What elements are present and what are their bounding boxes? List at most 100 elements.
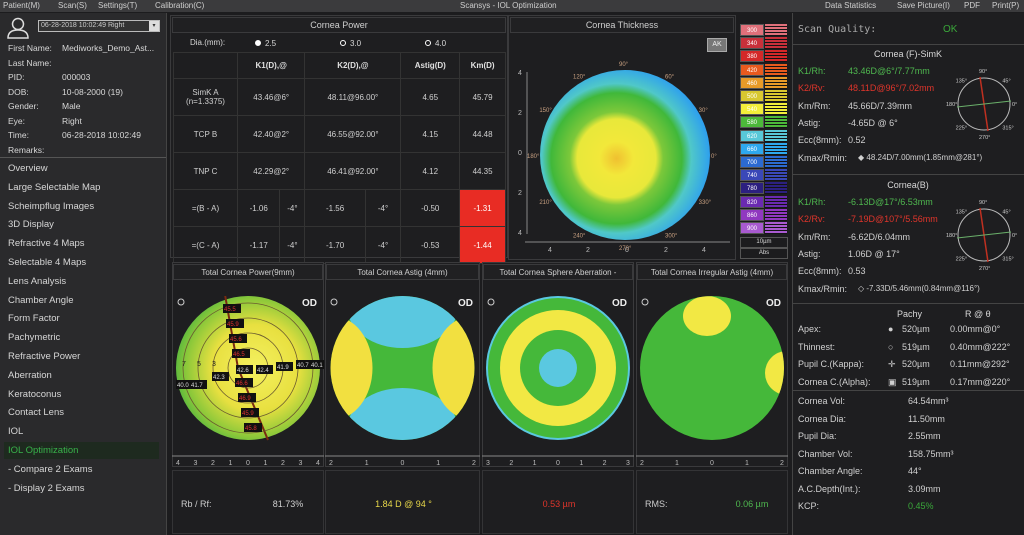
x-tick: 4	[702, 247, 706, 254]
k1-cell: 42.40@2°	[236, 115, 306, 153]
scale-gradient	[765, 208, 787, 221]
nav-item-keratoconus[interactable]: Keratoconus	[8, 388, 62, 400]
menu-settings[interactable]: Settings(T)	[98, 1, 138, 10]
menu-data-statistics[interactable]: Data Statistics	[825, 1, 877, 10]
angle-label: 210°	[539, 200, 552, 206]
pachy-symbol-icon: ●	[888, 324, 894, 334]
pachy-row-label: Apex:	[798, 324, 822, 334]
map-4[interactable]: OD 2 1 0 1 2	[636, 288, 788, 468]
front-value: ◆ 48.24D/7.00mm(1.85mm@281°)	[858, 152, 983, 162]
dia-option[interactable]: 2.5	[255, 39, 276, 48]
scale-swatch: 420	[740, 63, 764, 76]
map-value: 81.73%	[272, 499, 304, 509]
map-1[interactable]: 45.5 45.9 45.6 46.5 46.6 46.9 45.9 45.8 42.6 42.4…	[172, 288, 324, 468]
map-title: Total Cornea Irregular Astig (4mm)	[637, 264, 787, 280]
dia-option[interactable]: 3.0	[340, 39, 361, 48]
back-title: Cornea(B)	[887, 180, 929, 190]
x-tick: 2	[586, 247, 590, 254]
map-title: Total Cornea Sphere Aberration -	[483, 264, 633, 280]
x-tick: 4	[316, 460, 320, 467]
menu-save-picture[interactable]: Save Picture(I)	[897, 1, 950, 10]
scale-gradient	[765, 222, 787, 234]
cornea-power-table: K1(D),@ K2(D),@ Astig(D) Km(D) SimK A (n=1.33…	[173, 52, 506, 264]
nav-item-contact-lens[interactable]: Contact Lens	[8, 407, 64, 419]
power-label: 42.6	[237, 368, 249, 374]
power-label: 45.6	[230, 337, 242, 343]
x-tick: 0	[246, 460, 250, 467]
compass-angle: 45°	[1002, 210, 1010, 216]
nav-item-large-selectable-map[interactable]: Large Selectable Map	[8, 181, 101, 193]
power-label-box	[244, 423, 262, 432]
scale-swatch: 340	[740, 37, 764, 50]
nav-item-3d-display[interactable]: 3D Display	[8, 219, 54, 231]
menu-calibration[interactable]: Calibration(C)	[155, 1, 205, 10]
x-tick: 2	[329, 460, 333, 467]
km-cell: 44.48	[459, 115, 506, 153]
nav-item-aberration[interactable]: Aberration	[8, 369, 52, 381]
scale-step[interactable]: 10µm	[740, 237, 788, 248]
compass-angle: 45°	[1002, 79, 1010, 85]
menu-scan[interactable]: Scan(S)	[58, 1, 87, 10]
nav-item-iol-optimization[interactable]: IOL Optimization	[4, 442, 159, 459]
power-label-box	[238, 393, 256, 402]
cornea-thickness-title: Cornea Thickness	[510, 17, 734, 33]
thickness-contour	[540, 70, 710, 240]
divider	[792, 174, 1024, 175]
pachy-row-label: Cornea C.(Alpha):	[798, 376, 871, 387]
power-label: 41.9	[277, 365, 289, 371]
scale-swatch: 900	[740, 222, 764, 234]
scale-gradient	[765, 50, 787, 63]
patient-field-label: Time:	[8, 130, 29, 140]
patient-field-value: 10-08-2000 (19)	[62, 86, 123, 97]
nav-item-overview[interactable]: Overview	[8, 163, 48, 174]
radio-icon[interactable]	[340, 40, 346, 46]
od-label: OD	[766, 298, 781, 309]
scale-gradient	[765, 169, 787, 182]
dia-option[interactable]: 4.0	[425, 39, 446, 48]
nav-item-refractive-4-maps[interactable]: Refractive 4 Maps	[8, 238, 85, 250]
r-theta-header: R @ θ	[965, 309, 991, 319]
scale-gradient	[765, 24, 787, 36]
pachy-row-label: Thinnest:	[798, 341, 836, 352]
nav-item-iol[interactable]: IOL	[8, 426, 24, 438]
map-2[interactable]: OD 2 1 0 1 2	[325, 288, 480, 468]
radio-icon[interactable]	[425, 40, 431, 46]
power-label-box	[276, 362, 293, 371]
angle-label: 270°	[619, 246, 632, 252]
compass-angle: 90°	[979, 200, 987, 206]
nav-item-lens-analysis[interactable]: Lens Analysis	[8, 275, 67, 287]
radio-icon[interactable]	[255, 40, 261, 46]
menu-pdf[interactable]: PDF	[964, 1, 980, 10]
patient-field-label: DOB:	[8, 86, 29, 97]
x-tick: 2	[780, 460, 784, 467]
chevron-down-icon[interactable]: ▾	[149, 21, 159, 31]
scale-mode[interactable]: Abs	[740, 248, 788, 259]
menu-print[interactable]: Print(P)	[992, 1, 1020, 10]
front-label: Kmax/Rmin:	[798, 152, 848, 163]
power-label: 46.6	[236, 381, 248, 387]
power-label: 45.8	[245, 426, 257, 432]
map-3[interactable]: OD 3 2 1 0 1 2 3	[482, 288, 634, 468]
od-label: OD	[458, 298, 473, 309]
od-label: OD	[612, 298, 627, 309]
power-label: 46.9	[239, 396, 251, 402]
nav-item-form-factor[interactable]: Form Factor	[8, 313, 60, 325]
y-tick: 2	[518, 110, 522, 117]
x-tick: 1	[533, 460, 537, 467]
compass-angle: 180°	[946, 102, 957, 108]
nav-item-chamber-angle[interactable]: Chamber Angle	[8, 294, 74, 306]
angle-label: 30°	[699, 108, 709, 114]
nav-item-pachymetric[interactable]: Pachymetric	[8, 332, 61, 344]
exam-select[interactable]: 06-28-2018 10:02:49 Right ▾	[38, 20, 160, 32]
nav-item-refractive-power[interactable]: Refractive Power	[8, 351, 81, 362]
ak-button[interactable]: AK	[707, 38, 727, 52]
k1-diff: -1.06	[236, 189, 281, 227]
x-tick: 2	[211, 460, 215, 467]
scale-gradient	[765, 103, 787, 116]
nav-item-display-2-exams[interactable]: - Display 2 Exams	[8, 482, 85, 494]
nav-item-scheimpflug-images[interactable]: Scheimpflug Images	[8, 200, 95, 212]
nav-item-selectable-4-maps[interactable]: Selectable 4 Maps	[8, 257, 87, 268]
nav-item-compare-2-exams[interactable]: - Compare 2 Exams	[8, 463, 93, 475]
ring-number: 7	[182, 361, 186, 368]
menu-patient[interactable]: Patient(M)	[3, 1, 40, 10]
